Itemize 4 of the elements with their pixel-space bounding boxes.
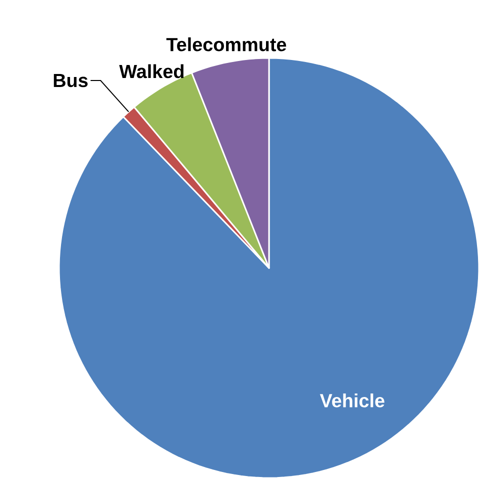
slice-label: Walked xyxy=(119,64,184,78)
slice-label: Bus xyxy=(54,74,88,88)
slice-label: Vehicle xyxy=(320,393,384,408)
slice-label: Telecommute xyxy=(166,37,286,52)
